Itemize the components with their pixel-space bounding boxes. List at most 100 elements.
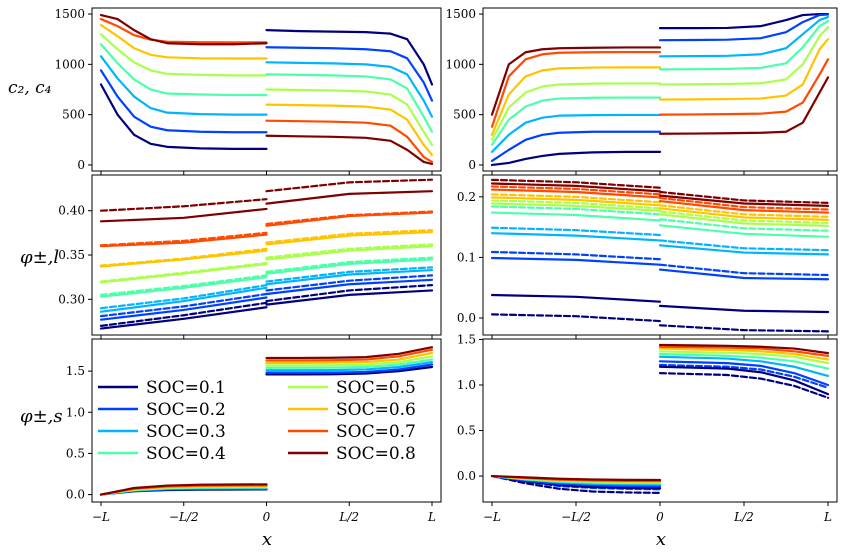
- legend-label: SOC=0.7: [336, 422, 416, 442]
- legend-entry-soc-0.5: SOC=0.5: [288, 378, 416, 398]
- dashed-line-left-soc-0.8: [99, 198, 268, 212]
- legend-entry-soc-0.2: SOC=0.2: [98, 400, 226, 420]
- xtick-label: L/2: [338, 510, 359, 524]
- line-right-soc-0.3: [658, 355, 830, 377]
- xtick-label: L: [427, 510, 436, 524]
- line-left-soc-0.7: [99, 233, 268, 248]
- ytick-label: 1500: [445, 7, 476, 21]
- dashed-line-right-soc-0.5: [658, 210, 830, 224]
- dashed-line-left-soc-0.6: [99, 247, 268, 267]
- ytick-label: 0.0: [457, 469, 476, 483]
- line-right-soc-0.2: [265, 363, 434, 374]
- dashed-line-right-soc-0.4: [265, 256, 434, 273]
- dashed-line-left-soc-0.4: [99, 274, 268, 296]
- xtick-label: −L: [483, 510, 501, 524]
- dashed-line-right-soc-0.2: [265, 274, 434, 292]
- ytick-label: 0.0: [457, 311, 476, 325]
- line-left-soc-0.8: [99, 207, 268, 223]
- ytick-label: 1.5: [457, 332, 476, 346]
- line-right-soc-0.3: [265, 360, 434, 372]
- legend-entry-soc-0.8: SOC=0.8: [288, 444, 416, 464]
- dashed-line-left-soc-0.6: [490, 193, 662, 204]
- line-right-soc-0.5: [265, 88, 434, 146]
- line-left-soc-0.7: [490, 50, 662, 128]
- legend-entry-soc-0.6: SOC=0.6: [288, 400, 416, 420]
- line-right-soc-0.4: [658, 224, 830, 238]
- dashed-line-right-soc-0.8: [658, 190, 830, 204]
- ytick-label: 1000: [54, 57, 85, 71]
- ytick-label: 500: [453, 108, 476, 122]
- dashed-line-right-soc-0.6: [265, 229, 434, 244]
- line-right-soc-0.1: [265, 289, 434, 306]
- ytick-label: 0.1: [457, 250, 476, 264]
- ytick-label: 0.35: [58, 248, 85, 262]
- line-right-soc-0.6: [265, 351, 434, 364]
- line-right-soc-0.1: [265, 365, 434, 376]
- ytick-label: 0.30: [58, 292, 85, 306]
- line-left-soc-0.8: [99, 483, 268, 496]
- dashed-line-left-soc-0.1: [490, 474, 662, 494]
- legend-entry-soc-0.1: SOC=0.1: [98, 378, 226, 398]
- ylabel-phi-s: φ±,s: [20, 406, 63, 427]
- ytick-label: 0: [77, 158, 85, 172]
- line-left-soc-0.2: [490, 130, 662, 163]
- legend-entry-soc-0.3: SOC=0.3: [98, 422, 226, 442]
- line-right-soc-0.3: [265, 268, 434, 286]
- dashed-line-right-soc-0.2: [658, 363, 830, 389]
- line-right-soc-0.5: [658, 26, 830, 86]
- ytick-label: 0: [468, 158, 476, 172]
- dashed-line-left-soc-0.2: [490, 250, 662, 261]
- dashed-line-right-soc-0.5: [265, 243, 434, 259]
- line-right-soc-0.8: [658, 76, 830, 135]
- line-left-soc-0.5: [99, 262, 268, 284]
- ytick-label: 1.5: [66, 364, 85, 378]
- line-left-soc-0.4: [490, 211, 662, 222]
- line-right-soc-0.4: [265, 358, 434, 369]
- line-left-soc-0.2: [490, 256, 662, 266]
- line-right-soc-0.7: [658, 345, 830, 357]
- line-left-soc-0.3: [99, 55, 268, 116]
- line-left-soc-0.8: [99, 13, 268, 46]
- panel-c-negative: 0 500 1000 1500: [54, 7, 434, 175]
- panel-phi-s-negative: 0.0 0.5 1.0 1.5 −L −L/2 0 L/2 L: [66, 346, 436, 524]
- ytick-label: 1500: [54, 7, 85, 21]
- legend: SOC=0.1 SOC=0.2 SOC=0.3 SOC=0.4 SOC=0.5 …: [98, 378, 416, 464]
- line-left-soc-0.6: [99, 249, 268, 268]
- line-right-soc-0.5: [658, 213, 830, 228]
- dashed-line-left-soc-0.8: [490, 178, 662, 189]
- line-left-soc-0.2: [99, 296, 268, 321]
- line-right-soc-0.6: [658, 207, 830, 221]
- line-left-soc-0.4: [99, 276, 268, 298]
- line-right-soc-0.3: [265, 61, 434, 118]
- line-right-soc-0.7: [265, 211, 434, 227]
- panel-phi-l-positive: 0.0 0.1 0.2: [457, 178, 830, 339]
- ylabel-c: c₂, c₄: [8, 78, 52, 98]
- line-right-soc-0.4: [658, 19, 830, 71]
- dashed-line-right-soc-0.2: [658, 263, 830, 277]
- line-left-soc-0.6: [490, 196, 662, 207]
- legend-label: SOC=0.8: [336, 444, 416, 464]
- line-right-soc-0.3: [658, 15, 830, 58]
- ytick-label: 500: [62, 108, 85, 122]
- line-right-soc-0.1: [265, 29, 434, 86]
- dashed-line-left-soc-0.7: [490, 185, 662, 196]
- line-right-soc-0.6: [265, 230, 434, 246]
- dashed-line-right-soc-0.8: [265, 178, 434, 193]
- dashed-line-right-soc-0.3: [658, 239, 830, 252]
- line-right-soc-0.2: [658, 360, 830, 387]
- line-right-soc-0.8: [658, 343, 830, 355]
- line-right-soc-0.7: [265, 348, 434, 362]
- line-right-soc-0.7: [658, 58, 830, 116]
- dashed-line-left-soc-0.5: [490, 199, 662, 210]
- panel-c-positive: 0 500 1000 1500: [445, 7, 830, 175]
- xtick-label: −L: [92, 510, 110, 524]
- line-right-soc-0.5: [265, 245, 434, 261]
- dashed-line-left-soc-0.2: [99, 292, 268, 318]
- line-right-soc-0.4: [265, 73, 434, 133]
- line-left-soc-0.6: [490, 66, 662, 136]
- plot-layer: 0500100015000500100015000.300.350.400.00…: [54, 7, 832, 524]
- line-left-soc-0.5: [490, 202, 662, 212]
- line-right-soc-0.5: [265, 355, 434, 367]
- panel-phi-s-positive: 0.0 0.5 1.0 1.5 −L −L/2 0 L/2 L: [457, 332, 832, 524]
- ytick-label: 0.40: [58, 204, 85, 218]
